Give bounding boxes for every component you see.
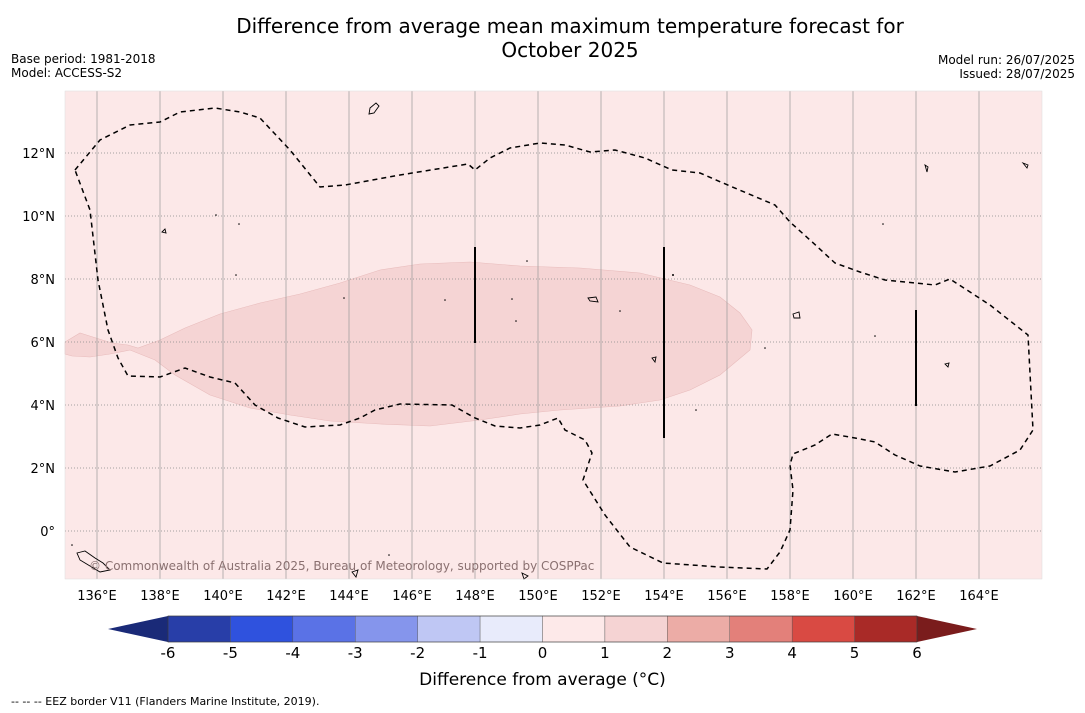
colorbar-tick-label: -6 <box>161 644 176 662</box>
model-run: Model run: 26/07/2025 <box>937 53 1075 67</box>
colorbar-tick-label: -5 <box>223 644 238 662</box>
colorbar-tick-label: 3 <box>725 644 735 662</box>
colorbar-tick-label: -3 <box>348 644 363 662</box>
colorbar-label: Difference from average (°C) <box>419 670 666 690</box>
island-outline <box>351 569 359 578</box>
lat-label: 8°N <box>31 273 56 288</box>
colorbar-segment <box>791 615 855 643</box>
lon-label: 138°E <box>140 589 180 604</box>
issued-date: Issued: 28/07/2025 <box>959 67 1075 81</box>
model-info: Base period: 1981-2018 Model: ACCESS-S2 <box>11 52 156 80</box>
title-line-1: Difference from average mean maximum tem… <box>236 14 904 38</box>
colorbar-tick-label: 2 <box>663 644 673 662</box>
colorbar-frame <box>167 615 918 643</box>
lon-label: 160°E <box>833 589 873 604</box>
colorbar-segment <box>729 615 793 643</box>
colorbar-tick-label: 1 <box>600 644 610 662</box>
lon-label: 162°E <box>896 589 936 604</box>
lat-label: 0° <box>40 525 55 540</box>
colorbar: -6 -5 -4 -3 -2 -1 0 1 2 3 4 5 6 <box>108 615 977 662</box>
island-outline <box>944 362 950 368</box>
colorbar-segment <box>292 615 356 643</box>
lat-label: 10°N <box>22 210 55 225</box>
island-outline <box>521 572 529 580</box>
title-line-2: October 2025 <box>501 38 639 62</box>
lon-label: 136°E <box>77 589 117 604</box>
lon-label: 152°E <box>581 589 621 604</box>
colorbar-segment <box>542 615 606 643</box>
islets <box>71 214 884 556</box>
lon-label: 156°E <box>707 589 747 604</box>
islands <box>76 102 1029 580</box>
island-outline <box>651 356 657 364</box>
copyright-text: © Commonwealth of Australia 2025, Bureau… <box>89 559 594 573</box>
lon-label: 144°E <box>329 589 369 604</box>
island-outline <box>161 228 167 234</box>
colorbar-tick-label: 4 <box>787 644 797 662</box>
colorbar-segment <box>854 615 918 643</box>
colorbar-tick-label: -4 <box>285 644 300 662</box>
forecast-map: © Commonwealth of Australia 2025, Bureau… <box>22 90 1043 662</box>
colorbar-tick-label: -2 <box>410 644 425 662</box>
page-title: Difference from average mean maximum tem… <box>170 14 970 62</box>
colorbar-segment <box>417 615 481 643</box>
island-outline <box>792 311 801 319</box>
island-outline <box>368 102 380 115</box>
lat-label: 12°N <box>22 147 55 162</box>
latitude-labels: 12°N 10°N 8°N 6°N 4°N 2°N 0° <box>22 147 55 540</box>
base-period: Base period: 1981-2018 <box>11 52 156 66</box>
eez-border <box>74 107 1034 570</box>
island-outline <box>924 163 929 173</box>
lon-label: 146°E <box>392 589 432 604</box>
colorbar-extend-high <box>917 616 977 642</box>
map-frame <box>64 90 1043 580</box>
colorbar-extend-low <box>108 616 168 642</box>
colorbar-segment <box>667 615 730 643</box>
lon-label: 158°E <box>770 589 810 604</box>
colorbar-tick-label: -1 <box>473 644 488 662</box>
lon-label: 142°E <box>266 589 306 604</box>
colorbar-tick-label: 0 <box>538 644 548 662</box>
lon-label: 154°E <box>644 589 684 604</box>
colorbar-segment <box>167 615 231 643</box>
lat-label: 2°N <box>31 462 56 477</box>
longitude-labels: 136°E 138°E 140°E 142°E 144°E 146°E 148°… <box>77 589 999 604</box>
lon-label: 140°E <box>203 589 243 604</box>
island-outline <box>587 296 599 303</box>
colorbar-segment <box>230 615 294 643</box>
model-name: Model: ACCESS-S2 <box>11 66 123 80</box>
colorbar-segment <box>479 615 543 643</box>
lon-label: 148°E <box>455 589 495 604</box>
lat-label: 6°N <box>31 336 56 351</box>
lat-label: 4°N <box>31 399 56 414</box>
colorbar-tick-label: 6 <box>912 644 922 662</box>
lon-label: 164°E <box>959 589 999 604</box>
eez-legend-note: -- -- -- EEZ border V11 (Flanders Marine… <box>11 695 320 708</box>
lon-label: 150°E <box>518 589 558 604</box>
colorbar-tick-label: 5 <box>850 644 860 662</box>
boundary-markers <box>474 247 917 438</box>
latitude-gridlines <box>65 152 1042 532</box>
run-info: Model run: 26/07/2025 Issued: 28/07/2025 <box>938 53 1075 81</box>
island-outline <box>76 550 111 573</box>
island-outline <box>1021 161 1029 169</box>
colorbar-segment <box>355 615 418 643</box>
colorbar-segment <box>604 615 668 643</box>
